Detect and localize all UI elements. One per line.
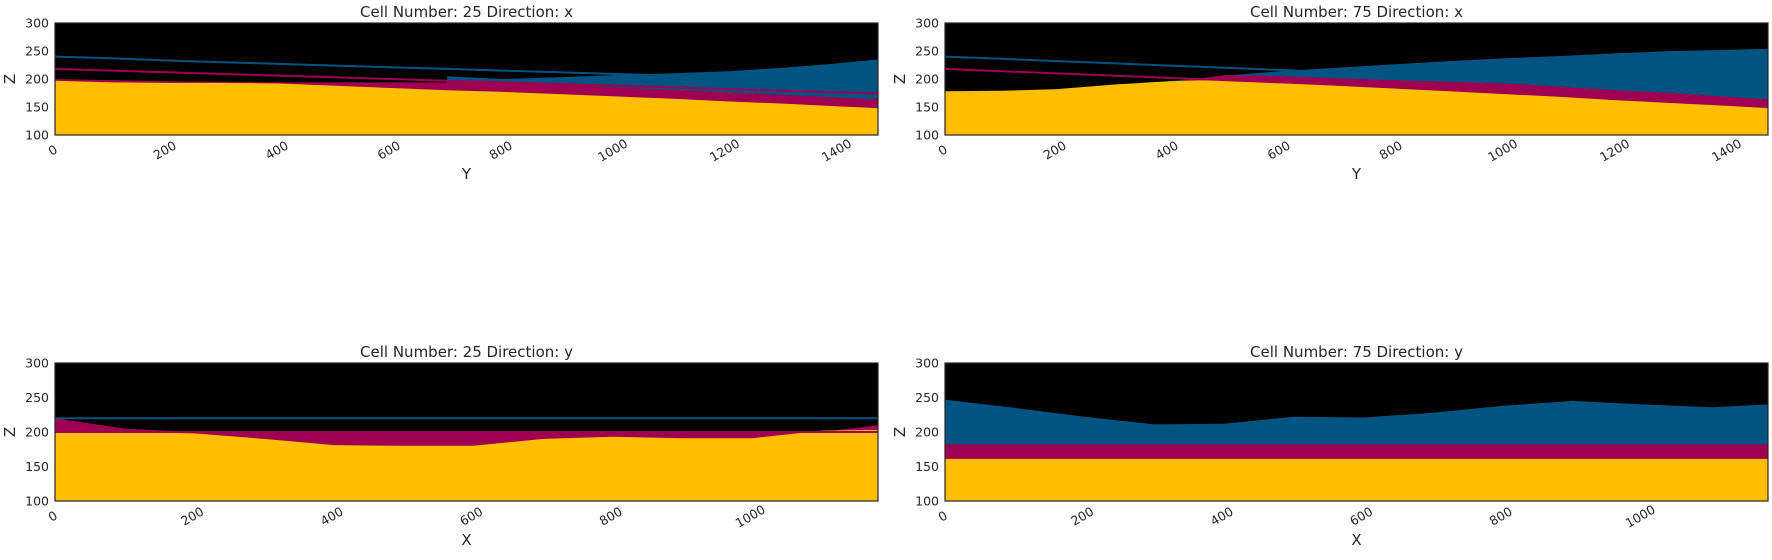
- plot-area: [945, 363, 1768, 501]
- x-tick-label: 200: [1068, 504, 1096, 529]
- x-tick-label: 800: [597, 504, 625, 529]
- x-tick-label: 0: [46, 142, 60, 159]
- x-tick-label: 200: [178, 504, 206, 529]
- y-axis-label: Z: [1, 427, 19, 437]
- subplot-title: Cell Number: 75 Direction: x: [1250, 3, 1463, 21]
- x-tick-label: 600: [1265, 138, 1293, 163]
- subplot-title: Cell Number: 25 Direction: y: [360, 343, 573, 361]
- y-tick-label: 150: [915, 459, 939, 474]
- x-tick-label: 800: [1377, 138, 1405, 163]
- axes-frame: [944, 22, 1769, 136]
- x-tick-label: 1000: [1485, 136, 1520, 165]
- y-tick-label: 300: [25, 16, 49, 31]
- subplot-4: Cell Number: 75 Direction: y 100 150 200 250…: [891, 343, 1769, 549]
- x-axis-label: X: [461, 531, 471, 549]
- x-tick-label: 1200: [707, 136, 742, 165]
- y-tick-label: 150: [25, 459, 49, 474]
- x-tick-label: 400: [318, 504, 346, 529]
- y-tick-label: 250: [25, 390, 49, 405]
- x-tick-label: 400: [263, 138, 291, 163]
- x-tick-label: 0: [46, 508, 60, 525]
- x-tick-label: 1000: [733, 502, 768, 531]
- y-tick-label: 200: [915, 425, 939, 440]
- x-axis-label: X: [1351, 531, 1361, 549]
- y-tick-label: 150: [915, 100, 939, 115]
- axes-frame: [54, 22, 879, 136]
- x-tick-label: 800: [487, 138, 515, 163]
- plot-area: [945, 23, 1768, 135]
- y-tick-label: 100: [915, 128, 939, 143]
- surface-line-5: [55, 67, 878, 95]
- surface-fill-2: [55, 429, 878, 501]
- surface-line-5: [945, 67, 1768, 103]
- surface-line-4: [55, 55, 878, 83]
- y-tick-label: 300: [915, 356, 939, 371]
- x-tick-label: 0: [936, 142, 950, 159]
- x-axis-label: Y: [461, 165, 472, 183]
- x-tick-label: 1400: [819, 136, 854, 165]
- plot-area: [55, 23, 878, 135]
- subplot-title: Cell Number: 25 Direction: x: [360, 3, 573, 21]
- y-tick-label: 200: [915, 72, 939, 87]
- y-axis-label: Z: [1, 74, 19, 84]
- x-tick-label: 600: [457, 504, 485, 529]
- y-tick-label: 100: [25, 494, 49, 509]
- surface-fill-3: [55, 80, 878, 135]
- y-tick-label: 200: [25, 72, 49, 87]
- y-tick-label: 250: [915, 390, 939, 405]
- plot-area: [55, 363, 878, 501]
- subplot-title: Cell Number: 75 Direction: y: [1250, 343, 1463, 361]
- subplot-2: Cell Number: 75 Direction: x 100 150 200 250…: [891, 3, 1769, 183]
- x-tick-label: 1200: [1597, 136, 1632, 165]
- y-tick-label: 100: [915, 494, 939, 509]
- x-tick-label: 400: [1153, 138, 1181, 163]
- x-tick-label: 400: [1208, 504, 1236, 529]
- x-tick-label: 0: [936, 508, 950, 525]
- x-tick-label: 600: [375, 138, 403, 163]
- surface-fill-3: [945, 458, 1768, 501]
- y-tick-label: 200: [25, 425, 49, 440]
- subplot-1: Cell Number: 25 Direction: x 100 150 200 250…: [1, 3, 879, 183]
- x-tick-label: 1400: [1709, 136, 1744, 165]
- y-axis-label: Z: [891, 74, 909, 84]
- y-tick-label: 150: [25, 100, 49, 115]
- x-tick-label: 200: [151, 138, 179, 163]
- axes-frame: [944, 362, 1769, 502]
- y-tick-label: 250: [915, 44, 939, 59]
- y-tick-label: 300: [25, 356, 49, 371]
- axes-frame: [54, 362, 879, 502]
- surface-fill-3: [945, 79, 1768, 135]
- y-tick-label: 250: [25, 44, 49, 59]
- x-tick-label: 600: [1347, 504, 1375, 529]
- x-tick-label: 200: [1041, 138, 1069, 163]
- y-tick-label: 100: [25, 128, 49, 143]
- x-tick-label: 1000: [595, 136, 630, 165]
- x-axis-label: Y: [1351, 165, 1362, 183]
- x-tick-label: 800: [1487, 504, 1515, 529]
- y-axis-label: Z: [891, 427, 909, 437]
- subplot-3: Cell Number: 25 Direction: y 100 150 200 250…: [1, 343, 879, 549]
- x-tick-label: 1000: [1623, 502, 1658, 531]
- surface-line-4: [945, 55, 1768, 91]
- y-tick-label: 300: [915, 16, 939, 31]
